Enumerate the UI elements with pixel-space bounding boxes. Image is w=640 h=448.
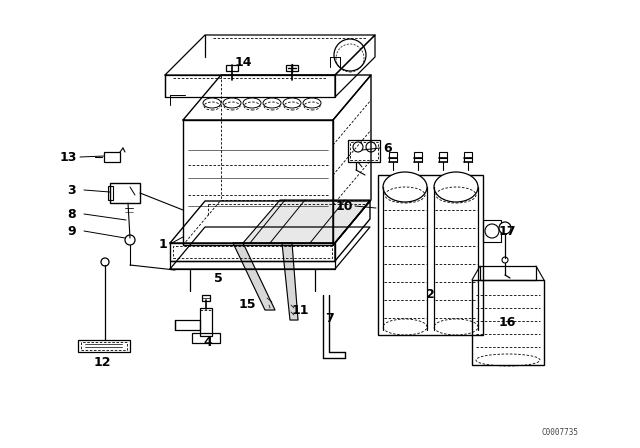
Text: 5: 5 bbox=[214, 271, 222, 284]
Circle shape bbox=[499, 222, 511, 234]
Ellipse shape bbox=[434, 172, 478, 202]
Bar bbox=[389, 152, 397, 158]
Text: 13: 13 bbox=[60, 151, 77, 164]
Text: 7: 7 bbox=[326, 311, 334, 324]
Bar bbox=[439, 152, 447, 158]
Text: 1: 1 bbox=[159, 237, 168, 250]
Bar bbox=[472, 280, 544, 365]
Text: 4: 4 bbox=[204, 336, 212, 349]
Text: 6: 6 bbox=[384, 142, 392, 155]
Text: 17: 17 bbox=[499, 224, 516, 237]
Text: 2: 2 bbox=[426, 289, 435, 302]
Circle shape bbox=[353, 142, 363, 152]
Bar bbox=[183, 120, 333, 245]
Polygon shape bbox=[233, 243, 275, 310]
Ellipse shape bbox=[223, 98, 241, 108]
Bar bbox=[414, 152, 422, 158]
Bar bbox=[104, 152, 120, 162]
Bar bbox=[464, 152, 472, 158]
Ellipse shape bbox=[203, 98, 221, 108]
Polygon shape bbox=[282, 243, 298, 320]
Bar bbox=[165, 75, 335, 97]
Ellipse shape bbox=[303, 98, 321, 108]
Text: 12: 12 bbox=[93, 356, 111, 369]
Text: 8: 8 bbox=[68, 207, 76, 220]
Circle shape bbox=[485, 224, 499, 238]
Bar bbox=[483, 220, 501, 242]
Bar bbox=[170, 261, 335, 269]
Bar bbox=[350, 142, 378, 160]
Text: 14: 14 bbox=[234, 56, 252, 69]
Text: 3: 3 bbox=[68, 184, 76, 197]
Polygon shape bbox=[243, 200, 370, 243]
Bar bbox=[78, 340, 130, 352]
Bar bbox=[200, 308, 212, 336]
Bar bbox=[378, 175, 483, 335]
Bar bbox=[192, 333, 220, 343]
Bar bbox=[110, 183, 140, 203]
Bar bbox=[170, 243, 335, 261]
Circle shape bbox=[366, 142, 376, 152]
Text: 16: 16 bbox=[499, 316, 516, 329]
Text: C0007735: C0007735 bbox=[541, 427, 579, 436]
Bar bbox=[348, 140, 380, 162]
Ellipse shape bbox=[283, 98, 301, 108]
Ellipse shape bbox=[243, 98, 261, 108]
Bar bbox=[202, 295, 210, 301]
Bar bbox=[108, 186, 113, 200]
Text: 15: 15 bbox=[238, 298, 256, 311]
Bar bbox=[286, 65, 298, 71]
Text: 10: 10 bbox=[335, 199, 353, 212]
Bar bbox=[173, 246, 332, 258]
Circle shape bbox=[502, 257, 508, 263]
Circle shape bbox=[125, 235, 135, 245]
Ellipse shape bbox=[383, 172, 427, 202]
Bar bbox=[226, 65, 238, 71]
Ellipse shape bbox=[263, 98, 281, 108]
Bar bbox=[81, 342, 127, 350]
Bar bbox=[480, 266, 536, 280]
Text: 11: 11 bbox=[291, 303, 308, 316]
Text: 9: 9 bbox=[68, 224, 76, 237]
